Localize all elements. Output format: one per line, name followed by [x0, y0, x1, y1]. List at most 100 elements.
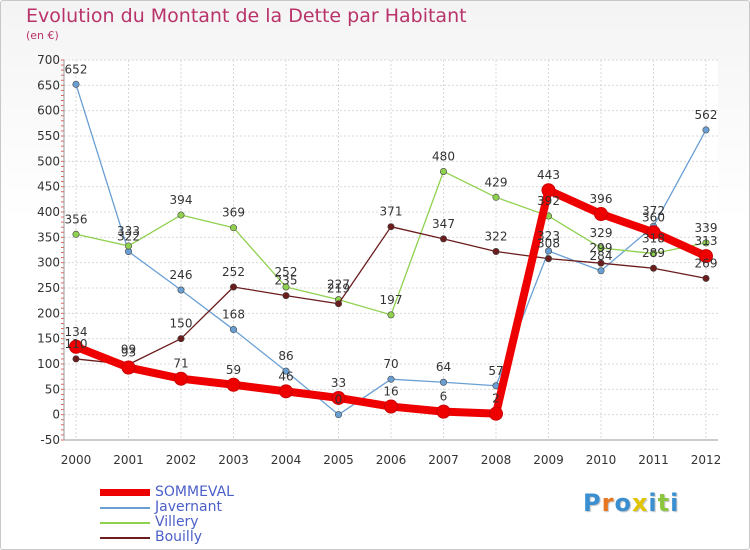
logo-letter: t	[657, 489, 671, 517]
data-label-villery: 394	[170, 193, 193, 207]
legend-label: Javernant	[155, 499, 222, 515]
y-tick-label: 50	[45, 382, 60, 396]
data-label-villery: 356	[65, 212, 88, 226]
data-point-villery	[597, 244, 605, 252]
data-label-villery: 329	[590, 226, 613, 240]
data-label-javernant: 284	[590, 249, 613, 263]
data-label-villery: 197	[380, 293, 403, 307]
data-label-sommeval: 2	[492, 392, 500, 406]
data-point-javernant	[597, 267, 605, 275]
data-point-sommeval	[384, 399, 398, 414]
data-point-sommeval	[436, 404, 451, 419]
data-point-javernant	[282, 367, 290, 375]
data-label-javernant: 246	[170, 268, 193, 282]
data-label-javernant: 652	[65, 62, 88, 76]
data-label-sommeval: 16	[383, 385, 398, 399]
data-label-villery: 339	[695, 221, 718, 235]
data-label-bouilly: 252	[222, 265, 245, 279]
data-point-sommeval	[174, 371, 188, 386]
data-point-sommeval	[226, 377, 241, 392]
data-point-javernant	[387, 375, 395, 383]
legend-label: Bouilly	[155, 529, 202, 545]
data-point-villery	[125, 242, 133, 250]
data-point-villery	[492, 193, 500, 201]
data-point-villery	[72, 230, 80, 238]
data-point-javernant	[702, 126, 710, 134]
data-label-villery: 392	[537, 194, 560, 208]
data-label-bouilly: 289	[642, 246, 665, 260]
y-tick-label: 200	[37, 306, 60, 320]
x-tick-label: 2003	[218, 453, 249, 467]
data-point-sommeval	[646, 225, 661, 240]
data-point-villery	[282, 283, 290, 291]
x-tick-label: 2004	[271, 453, 302, 467]
data-label-javernant: 372	[642, 204, 665, 218]
data-point-villery	[702, 239, 710, 247]
data-label-sommeval: 396	[590, 192, 613, 206]
data-point-villery	[230, 224, 238, 232]
data-point-bouilly	[230, 283, 238, 291]
data-point-javernant	[439, 378, 447, 386]
data-point-bouilly	[334, 300, 342, 308]
x-tick-label: 2000	[61, 453, 92, 467]
data-label-sommeval: 6	[440, 390, 448, 404]
legend-swatch	[100, 537, 150, 539]
data-label-bouilly: 150	[170, 317, 193, 331]
y-tick-label: 400	[37, 205, 60, 219]
y-tick-label: 650	[37, 78, 60, 92]
data-label-bouilly: 299	[590, 241, 613, 255]
logo-letter: P	[583, 489, 602, 517]
data-label-bouilly: 269	[695, 256, 718, 270]
y-tick-label: 500	[37, 154, 60, 168]
x-tick-label: 2012	[691, 453, 722, 467]
y-tick-label: 150	[37, 332, 60, 346]
data-point-bouilly	[544, 255, 552, 263]
data-point-sommeval	[541, 183, 556, 198]
data-point-javernant	[177, 286, 185, 294]
logo-letter: i	[648, 489, 658, 517]
data-point-bouilly	[492, 248, 500, 256]
legend-swatch	[100, 522, 150, 524]
data-label-bouilly: 219	[327, 282, 350, 296]
data-label-javernant: 57	[488, 364, 503, 378]
data-point-javernant	[544, 247, 552, 255]
y-tick-label: 350	[37, 230, 60, 244]
data-label-villery: 369	[222, 206, 245, 220]
logo-letter: i	[670, 489, 680, 517]
x-tick-label: 2005	[323, 453, 354, 467]
data-label-villery: 333	[117, 224, 140, 238]
data-point-javernant	[230, 326, 238, 334]
legend-swatch	[100, 507, 150, 509]
logo-letter: x	[631, 489, 649, 517]
data-point-sommeval	[279, 384, 293, 399]
data-point-bouilly	[597, 259, 605, 267]
chart-subtitle: (en €)	[26, 29, 59, 42]
data-label-sommeval: 134	[65, 325, 88, 339]
y-tick-label: 0	[52, 408, 60, 422]
y-tick-label: 600	[37, 104, 60, 118]
x-tick-label: 2011	[638, 453, 669, 467]
data-point-bouilly	[387, 223, 395, 231]
data-label-bouilly: 347	[432, 217, 455, 231]
data-label-sommeval: 313	[695, 234, 718, 248]
data-point-bouilly	[702, 274, 710, 282]
data-label-villery: 480	[432, 149, 455, 163]
proxiti-logo: Proxiti	[583, 489, 679, 517]
data-point-sommeval	[69, 339, 83, 354]
data-label-bouilly: 110	[65, 337, 88, 351]
data-label-javernant: 323	[537, 229, 560, 243]
data-point-bouilly	[177, 335, 185, 343]
data-point-bouilly	[72, 355, 80, 363]
data-point-sommeval	[121, 360, 136, 375]
y-tick-label: -50	[40, 433, 60, 447]
legend-label: SOMMEVAL	[155, 484, 234, 500]
data-point-bouilly	[282, 292, 290, 300]
logo-letter: o	[614, 489, 632, 517]
data-point-villery	[177, 211, 185, 219]
data-label-villery: 318	[642, 232, 665, 246]
logo-letter: r	[601, 489, 615, 517]
data-label-javernant: 64	[436, 360, 451, 374]
y-tick-label: 700	[37, 53, 60, 67]
data-label-bouilly: 322	[485, 230, 508, 244]
